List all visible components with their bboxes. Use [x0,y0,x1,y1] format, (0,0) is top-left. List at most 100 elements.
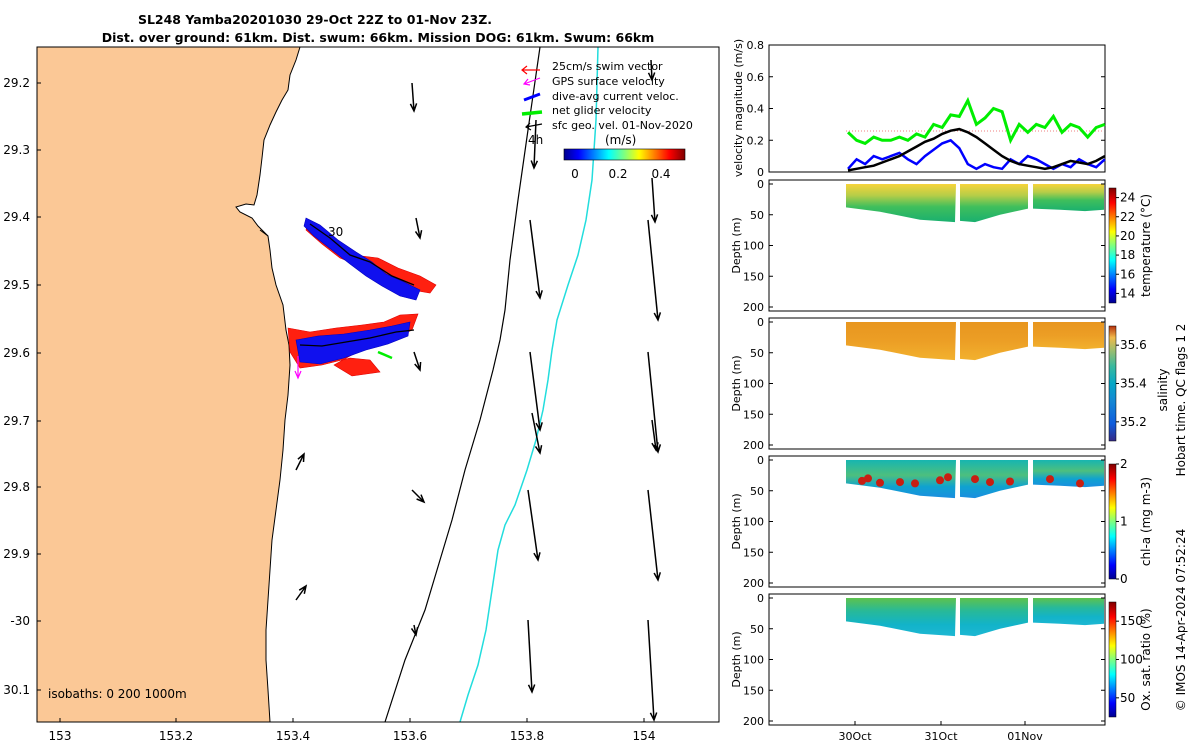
time-tick-label: 01Nov [1007,730,1043,743]
legend-item-net: net glider velocity [521,104,652,117]
map-colorbar-tick-2: 0.4 [651,167,670,181]
section-data-band [960,460,1028,499]
section-y-tick-label: 50 [750,623,764,636]
section-data-band [960,322,1028,361]
geo-velocity-arrow [527,489,541,562]
map-x-tick-label: 153 [49,729,72,743]
section-ylabel: Depth (m) [730,355,743,411]
glider-track-upper-line [309,223,415,286]
legend-label-gps: GPS surface velocity [552,75,665,88]
map-y-tick-label: 29.2 [3,76,30,90]
section-colorbar [1108,325,1117,442]
section-y-tick-label: 100 [743,654,764,667]
section-y-tick-label: 0 [757,316,764,329]
velocity-panel: 0 0.2 0.4 0.6 0.8 velocity magnitude (m/s) [732,39,1106,179]
chl-a-patch [876,478,884,487]
geo-velocity-arrow [409,82,418,113]
geo-velocity-arrow [531,412,543,455]
geo-velocity-arrow [414,217,423,240]
land-polygon [37,47,301,722]
map-y-tick-label: 29.7 [3,414,30,428]
colorbar-tick-label: 100 [1120,653,1143,667]
colorbar-tick-label: 1 [1120,515,1128,529]
map-panel: 30 4h isobaths: 0 200 1000m 29.2 29.3 29.4… [3,46,720,743]
isobaths-label: isobaths: 0 200 1000m [48,687,187,701]
legend-label-geo: sfc geo. vel. 01-Nov-2020 [552,119,693,132]
net-glider-velocity-segment [377,350,393,360]
chl-a-patch [864,474,872,483]
chl-a-patch [936,476,944,485]
section-y-tick-label: 200 [743,577,764,590]
section-panel-chl-a: 0 50 100 150 200 Depth (m) 0 1 2 chl-a (mg m-3) [730,454,1153,590]
colorbar-tick-label: 16 [1120,267,1135,281]
section-data-band [846,598,956,637]
legend-swatch-swim [521,65,540,75]
glider-track-lower-line [299,329,415,347]
chl-a-patch [971,475,979,484]
time-tick-label: 30Oct [838,730,872,743]
colorbar-tick-label: 20 [1120,229,1135,243]
section-data-band [960,598,1028,637]
section-y-tick-label: 150 [743,684,764,697]
section-y-tick-label: 0 [757,178,764,191]
colorbar-tick-label: 35.2 [1120,415,1147,429]
geo-velocity-arrow [647,219,662,322]
section-y-tick-label: 150 [743,408,764,421]
legend-swatch-gps [522,77,541,86]
legend-label-dive: dive-avg current veloc. [552,90,679,103]
legend-item-dive: dive-avg current veloc. [523,90,679,103]
section-y-tick-label: 100 [743,240,764,253]
map-x-axis: 153 153.2 153.4 153.6 153.8 154 [49,718,655,743]
velocity-y-tick-label: 0.8 [747,39,765,52]
map-y-tick-label: 29.4 [3,210,30,224]
map-colorbar-label: (m/s) [605,133,636,147]
coast-detail [259,229,269,237]
velocity-y-tick-label: 0.2 [747,134,765,147]
legend-swatch-net [521,110,543,116]
velocity-y-tick-label: 0.6 [747,71,765,84]
section-data-band [1033,184,1104,212]
time-tick-label: 31Oct [924,730,958,743]
section-y-tick-label: 200 [743,439,764,452]
isobath-200m [384,47,541,722]
legend-item-geo: sfc geo. vel. 01-Nov-2020 [525,119,693,132]
geo-velocity-arrow [413,351,422,372]
geo-velocity-arrow [647,489,662,582]
map-colorbar: (m/s) 0 0.2 0.4 [563,133,686,181]
map-y-tick-label: 29.9 [3,547,30,561]
geo-velocity-arrow [650,177,659,224]
section-panel-temperature: 0 50 100 150 200 Depth (m) 14 16 18 20 22 24 tempera… [730,178,1153,314]
map-y-tick-label: 29.5 [3,278,30,292]
section-y-tick-label: 50 [750,209,764,222]
section-colorbar [1108,601,1117,718]
colorbar-tick-label: 18 [1120,248,1135,262]
map-annotation-30: 30 [328,225,343,239]
map-y-tick-label: 29.3 [3,143,30,157]
gps-surface-velocity-vector [294,356,302,380]
velocity-series-line [846,96,1106,146]
velocity-y-tick-label: 0 [757,166,764,179]
colorbar-tick-label: 150 [1120,614,1143,628]
chl-a-patch [911,479,919,488]
legend-item-gps: GPS surface velocity [522,75,665,88]
geo-velocity-arrow [651,419,659,452]
section-y-tick-label: 0 [757,592,764,605]
colorbar-tick-label: 0 [1120,572,1128,586]
map-frame [36,46,720,723]
glider-track-lower-blue [295,321,411,365]
map-x-tick-label: 153.4 [276,729,310,743]
map-y-tick-label: -30 [10,614,30,628]
geo-velocity-arrow [647,59,656,82]
salinity-side-label: salinity [1156,368,1170,411]
legend-label-swim: 25cm/s swim vector [552,60,663,73]
section-panel-salinity: 0 50 100 150 200 Depth (m) 35.2 35.4 35.6 [730,316,1147,452]
colorbar-tick-label: 2 [1120,457,1128,471]
sfc-geo-velocity-arrows [295,59,662,722]
qc-side-label: Hobart time. QC flags 1 2 [1174,324,1188,477]
section-colorbar [1108,463,1117,580]
colorbar-tick-label: 35.6 [1120,338,1147,352]
chl-a-patch [944,473,952,482]
geo-velocity-arrow [411,489,426,504]
chart-title-line1: SL248 Yamba20201030 29-Oct 22Z to 01-Nov… [138,12,492,27]
